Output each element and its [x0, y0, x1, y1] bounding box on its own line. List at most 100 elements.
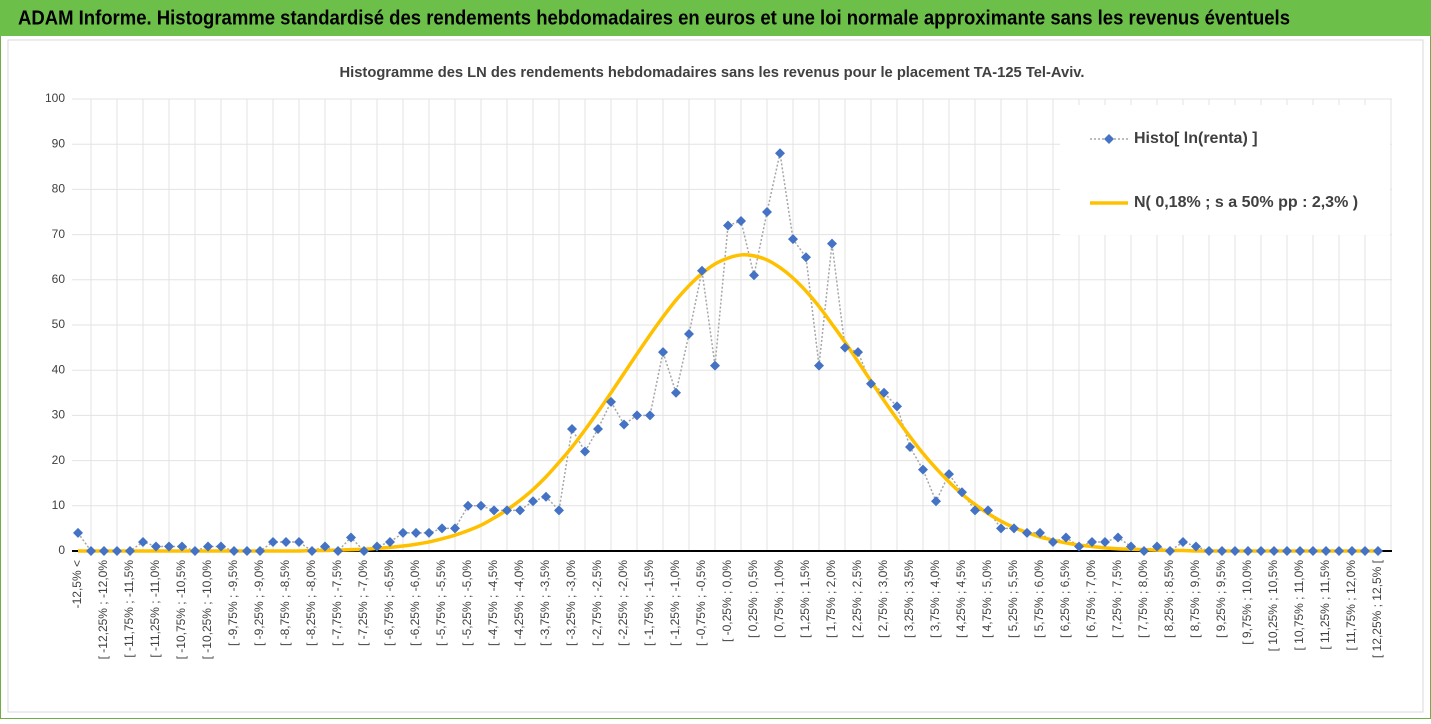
y-tick-label: 80 — [52, 182, 66, 196]
y-tick-label: 60 — [52, 272, 66, 286]
x-tick-label: [ 4,25% ; 4,5% — [954, 560, 968, 638]
x-tick-label: [ -5,75% ; -5,5% — [434, 560, 448, 646]
point-marker — [1360, 546, 1370, 556]
point-marker — [840, 342, 850, 353]
x-tick-label: [ -3,25% ; -3,0% — [564, 560, 578, 646]
point-marker — [879, 387, 889, 398]
point-marker — [1295, 546, 1305, 556]
legend-box — [1060, 105, 1390, 235]
point-marker — [1009, 523, 1019, 534]
x-tick-label: [ 1,75% ; 2,0% — [824, 560, 838, 638]
point-marker — [411, 527, 421, 538]
x-tick-label: [ 11,25% ; 11,5% — [1318, 560, 1332, 650]
x-tick-label: [ 6,25% ; 6,5% — [1058, 560, 1072, 638]
point-marker — [580, 446, 590, 457]
point-marker — [1230, 546, 1240, 556]
point-marker — [1204, 546, 1214, 556]
x-tick-label: [ 11,75% ; 12,0% — [1344, 560, 1358, 651]
point-marker — [1061, 532, 1071, 543]
point-marker — [320, 541, 330, 552]
x-tick-label: [ -12,25% ; -12,0% — [96, 560, 110, 660]
point-marker — [866, 378, 876, 389]
legend-label: Histo[ ln(renta) ] — [1134, 130, 1258, 147]
point-marker — [242, 546, 252, 556]
point-marker — [671, 387, 681, 398]
point-marker — [177, 541, 187, 552]
point-marker — [1048, 536, 1058, 547]
point-marker — [463, 500, 473, 511]
x-tick-label: [ -10,25% ; -10,0% — [200, 560, 214, 660]
x-tick-label: [ 5,25% ; 5,5% — [1006, 560, 1020, 638]
x-tick-label: [ -9,25% ; -9,0% — [252, 560, 266, 646]
point-marker — [1178, 536, 1188, 547]
point-marker — [385, 536, 395, 547]
series-line — [77, 152, 1378, 552]
point-marker — [372, 541, 382, 552]
point-marker — [1035, 527, 1045, 538]
point-marker — [567, 423, 577, 434]
x-tick-label: [ -8,75% ; -8,5% — [278, 560, 292, 646]
point-marker — [1165, 546, 1175, 556]
point-marker — [528, 496, 538, 507]
x-tick-label: [ -9,75% ; -9,5% — [226, 560, 240, 646]
x-tick-label: [ 0,25% ; 0,5% — [746, 560, 760, 638]
point-marker — [1074, 541, 1084, 552]
point-marker — [424, 527, 434, 538]
x-tick-label: [ -4,75% ; -4,5% — [486, 560, 500, 646]
x-tick-label: [ 12,25% ; 12,5% [ — [1370, 559, 1384, 658]
point-marker — [125, 546, 135, 556]
x-tick-label: -12,5% < — [70, 560, 84, 608]
point-marker — [749, 270, 759, 281]
point-marker — [359, 546, 369, 556]
x-tick-label: [ -11,75% ; -11,5% — [122, 560, 136, 658]
point-marker — [229, 546, 239, 556]
point-marker — [814, 360, 824, 371]
point-marker — [138, 536, 148, 547]
x-tick-label: [ 9,75% ; 10,0% — [1240, 560, 1254, 645]
point-marker — [593, 423, 603, 434]
y-tick-label: 30 — [52, 408, 66, 422]
x-tick-label: [ -10,75% ; -10,5% — [174, 560, 188, 660]
point-marker — [632, 410, 642, 421]
x-tick-label: [ -2,75% ; -2,5% — [590, 560, 604, 646]
x-tick-label: [ 5,75% ; 6,0% — [1032, 560, 1046, 638]
x-tick-label: [ -7,75% ; -7,5% — [330, 560, 344, 646]
y-tick-label: 10 — [52, 498, 66, 512]
x-tick-label: [ -0,75% ; -0,5% — [694, 560, 708, 646]
x-tick-label: [ 10,75% ; 11,0% — [1292, 560, 1306, 651]
point-marker — [333, 546, 343, 556]
point-marker — [1269, 546, 1279, 556]
point-marker — [762, 207, 772, 217]
point-marker — [658, 347, 668, 358]
point-marker — [489, 505, 499, 516]
point-marker — [99, 546, 109, 556]
legend-marker — [1104, 134, 1114, 144]
point-marker — [619, 419, 629, 430]
point-marker — [294, 536, 304, 547]
x-tick-label: [ 10,25% ; 10,5% — [1266, 560, 1280, 652]
point-marker — [1113, 532, 1123, 543]
point-marker — [853, 347, 863, 358]
x-tick-label: [ -8,25% ; -8,0% — [304, 560, 318, 646]
x-tick-label: [ -6,25% ; -6,0% — [408, 560, 422, 646]
point-marker — [203, 541, 213, 552]
x-tick-label: [ 0,75% ; 1,0% — [772, 560, 786, 638]
point-marker — [801, 252, 811, 263]
point-marker — [1282, 546, 1292, 556]
point-marker — [892, 401, 902, 412]
point-marker — [281, 536, 291, 547]
point-marker — [931, 496, 941, 507]
point-marker — [1100, 536, 1110, 547]
point-marker — [957, 487, 967, 498]
chart-title: Histogramme des LN des rendements hebdom… — [340, 64, 1085, 81]
point-marker — [1334, 546, 1344, 556]
x-tick-label: [ -0,25% ; 0,0% — [720, 560, 734, 642]
y-tick-label: 50 — [52, 317, 66, 331]
point-marker — [1217, 546, 1227, 556]
x-tick-label: [ -5,25% ; -5,0% — [460, 560, 474, 646]
x-tick-label: [ 4,75% ; 5,0% — [980, 560, 994, 638]
point-marker — [398, 527, 408, 538]
x-tick-label: [ 3,75% ; 4,0% — [928, 560, 942, 638]
x-tick-label: [ -1,75% ; -1,5% — [642, 560, 656, 646]
header-bar — [0, 0, 1431, 36]
